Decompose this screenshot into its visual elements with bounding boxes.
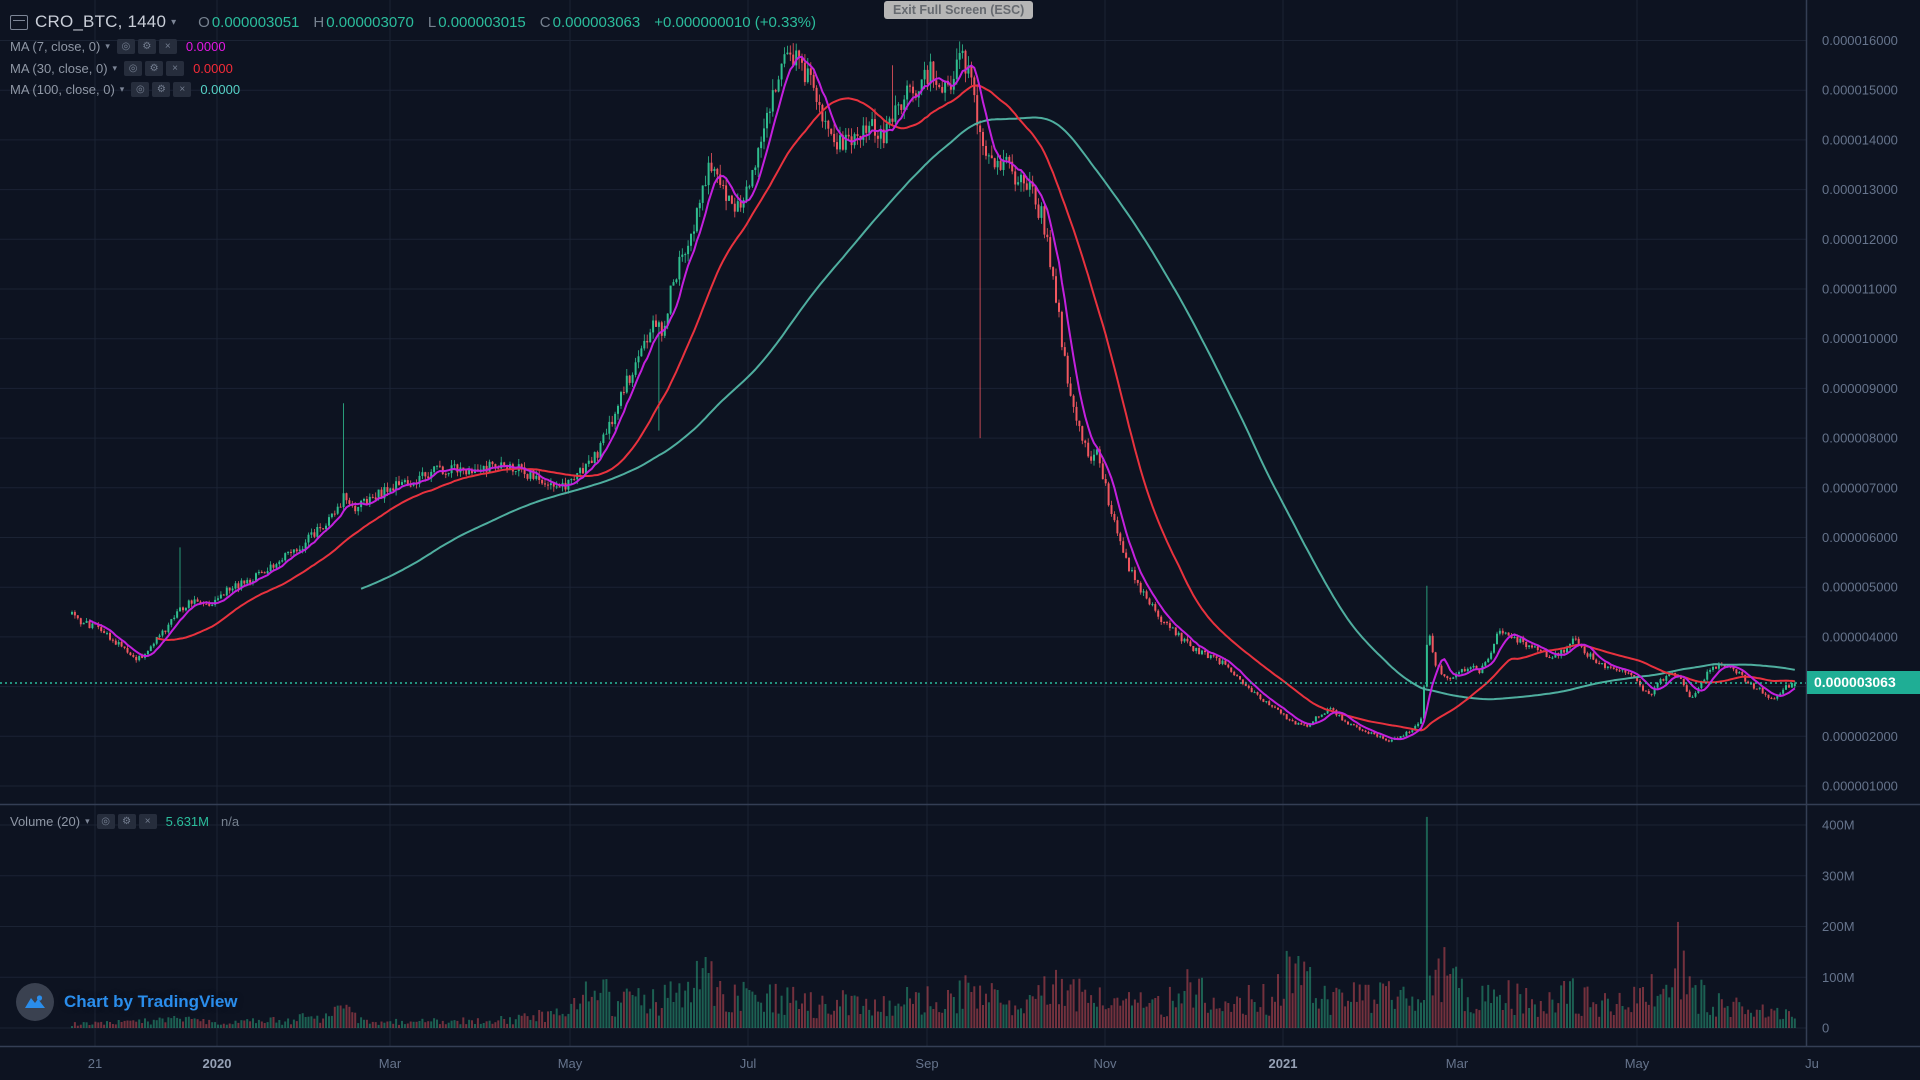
time-axis-label[interactable]: Nov <box>1093 1056 1117 1071</box>
volume-value: 5.631M <box>165 814 209 829</box>
price-axis-label[interactable]: 0.000015000 <box>1822 83 1898 98</box>
price-axis-label[interactable]: 0.000005000 <box>1822 580 1898 595</box>
time-axis-label[interactable]: May <box>1625 1056 1650 1071</box>
time-axis-label[interactable]: 2021 <box>1269 1056 1298 1071</box>
exit-fullscreen-tooltip: Exit Full Screen (ESC) <box>884 1 1034 19</box>
low-label: L <box>427 13 437 31</box>
chart-menu-icon[interactable] <box>10 14 28 30</box>
chevron-down-icon[interactable]: ▾ <box>112 62 118 73</box>
ma-indicator-row: MA (7, close, 0) ▾ ◎ ⚙ × 0.0000 <box>10 37 226 56</box>
grid-lines <box>0 0 1806 1046</box>
gear-icon[interactable]: ⚙ <box>145 60 164 76</box>
time-axis-label[interactable]: Mar <box>379 1056 402 1071</box>
ohlc-values: O 0.000003051 H 0.000003070 L 0.000003015 C 0.0… <box>198 14 654 31</box>
time-axis-label[interactable]: May <box>558 1056 583 1071</box>
high-label: H <box>313 13 325 31</box>
volume-axis-label[interactable]: 300M <box>1822 868 1855 883</box>
time-axis-label[interactable]: 21 <box>88 1056 102 1071</box>
volume-axis-label[interactable]: 400M <box>1822 818 1855 833</box>
gear-icon[interactable]: ⚙ <box>117 814 136 829</box>
moving-average-layer <box>88 55 1796 741</box>
price-axis-label[interactable]: 0.000014000 <box>1822 132 1898 147</box>
price-axis-label[interactable]: 0.000011000 <box>1822 282 1897 297</box>
price-axis-label[interactable]: 0.000010000 <box>1822 331 1898 346</box>
volume-axis-label[interactable]: 200M <box>1822 919 1855 934</box>
high-value: 0.000003070 <box>326 13 414 31</box>
ma-indicator-value: 0.0000 <box>185 39 226 54</box>
time-axis-label[interactable]: Sep <box>915 1056 938 1071</box>
volume-axis-label[interactable]: 0 <box>1822 1021 1829 1036</box>
ma100-line <box>360 116 1795 701</box>
price-axis-label[interactable]: 0.000001000 <box>1822 779 1898 794</box>
price-axis-label[interactable]: 0.000009000 <box>1822 381 1898 396</box>
price-axis-label[interactable]: 0.000016000 <box>1822 33 1898 48</box>
price-axis-label[interactable]: 0.000008000 <box>1822 431 1898 446</box>
chart-header: CRO_BTC, 1440 ▾ O 0.000003051 H 0.000003070… <box>10 12 816 32</box>
price-axis-label[interactable]: 0.000006000 <box>1822 530 1898 545</box>
ma-indicator-label[interactable]: MA (30, close, 0) <box>10 60 108 76</box>
eye-icon[interactable]: ◎ <box>116 39 135 54</box>
tradingview-logo[interactable]: Chart by TradingView <box>16 983 238 1021</box>
low-value: 0.000003015 <box>438 13 526 31</box>
candles-layer <box>71 41 1796 743</box>
volume-indicator-label[interactable]: Volume (20) <box>10 814 81 829</box>
chevron-down-icon[interactable]: ▾ <box>171 16 177 28</box>
eye-icon[interactable]: ◎ <box>131 82 150 97</box>
eye-icon[interactable]: ◎ <box>124 60 143 76</box>
chevron-down-icon[interactable]: ▾ <box>119 84 125 94</box>
time-axis-label[interactable]: 2020 <box>203 1056 232 1071</box>
current-price-label: 0.000003063 <box>1807 671 1920 694</box>
ma-indicator-row: MA (100, close, 0) ▾ ◎ ⚙ × 0.0000 <box>10 80 240 99</box>
time-axis-label[interactable]: Mar <box>1446 1056 1469 1071</box>
ma-indicator-label[interactable]: MA (7, close, 0) <box>10 39 101 54</box>
volume-axis-label[interactable]: 100M <box>1822 970 1855 985</box>
open-label: O <box>198 13 210 31</box>
close-icon[interactable]: × <box>158 39 177 54</box>
price-axis-label[interactable]: 0.000007000 <box>1822 480 1898 495</box>
symbol-title[interactable]: CRO_BTC, 1440 <box>35 12 167 31</box>
ma-indicator-value: 0.0000 <box>193 60 233 76</box>
price-axis-label[interactable]: 0.000002000 <box>1822 729 1898 744</box>
close-icon[interactable]: × <box>173 82 192 97</box>
volume-bars-layer <box>71 816 1796 1028</box>
overlays-layer <box>0 0 1920 1048</box>
gear-icon[interactable]: ⚙ <box>137 39 156 54</box>
volume-na: n/a <box>221 814 240 829</box>
ma7-line <box>88 55 1796 741</box>
eye-icon[interactable]: ◎ <box>96 814 115 829</box>
ma-indicator-value: 0.0000 <box>200 82 241 97</box>
time-axis-label[interactable]: Ju <box>1805 1056 1819 1071</box>
gear-icon[interactable]: ⚙ <box>152 82 171 97</box>
ma-indicator-row: MA (30, close, 0) ▾ ◎ ⚙ × 0.0000 <box>10 59 233 78</box>
close-icon[interactable]: × <box>166 60 185 76</box>
close-value: 0.000003063 <box>552 13 641 31</box>
ma30-line <box>156 84 1795 732</box>
volume-indicator-row: Volume (20) ▾ ◎ ⚙ × 5.631M n/a <box>10 812 239 831</box>
time-axis-label[interactable]: Jul <box>740 1056 757 1071</box>
close-label: C <box>539 13 551 31</box>
open-value: 0.000003051 <box>211 13 300 31</box>
close-icon[interactable]: × <box>138 814 157 829</box>
tradingview-logo-text: Chart by TradingView <box>64 992 238 1011</box>
change-value: +0.000000010 (+0.33%) <box>654 13 817 31</box>
chevron-down-icon[interactable]: ▾ <box>105 41 110 51</box>
chevron-down-icon[interactable]: ▾ <box>85 816 90 826</box>
price-axis-label[interactable]: 0.000013000 <box>1822 182 1898 197</box>
price-axis-label[interactable]: 0.000004000 <box>1822 629 1898 644</box>
ma-indicator-label[interactable]: MA (100, close, 0) <box>10 82 115 97</box>
tradingview-logo-icon <box>16 983 54 1021</box>
price-axis-label[interactable]: 0.000012000 <box>1822 232 1898 247</box>
axis-labels-layer[interactable]: 0.0000160000.0000150000.0000140000.00001… <box>88 33 1898 1071</box>
